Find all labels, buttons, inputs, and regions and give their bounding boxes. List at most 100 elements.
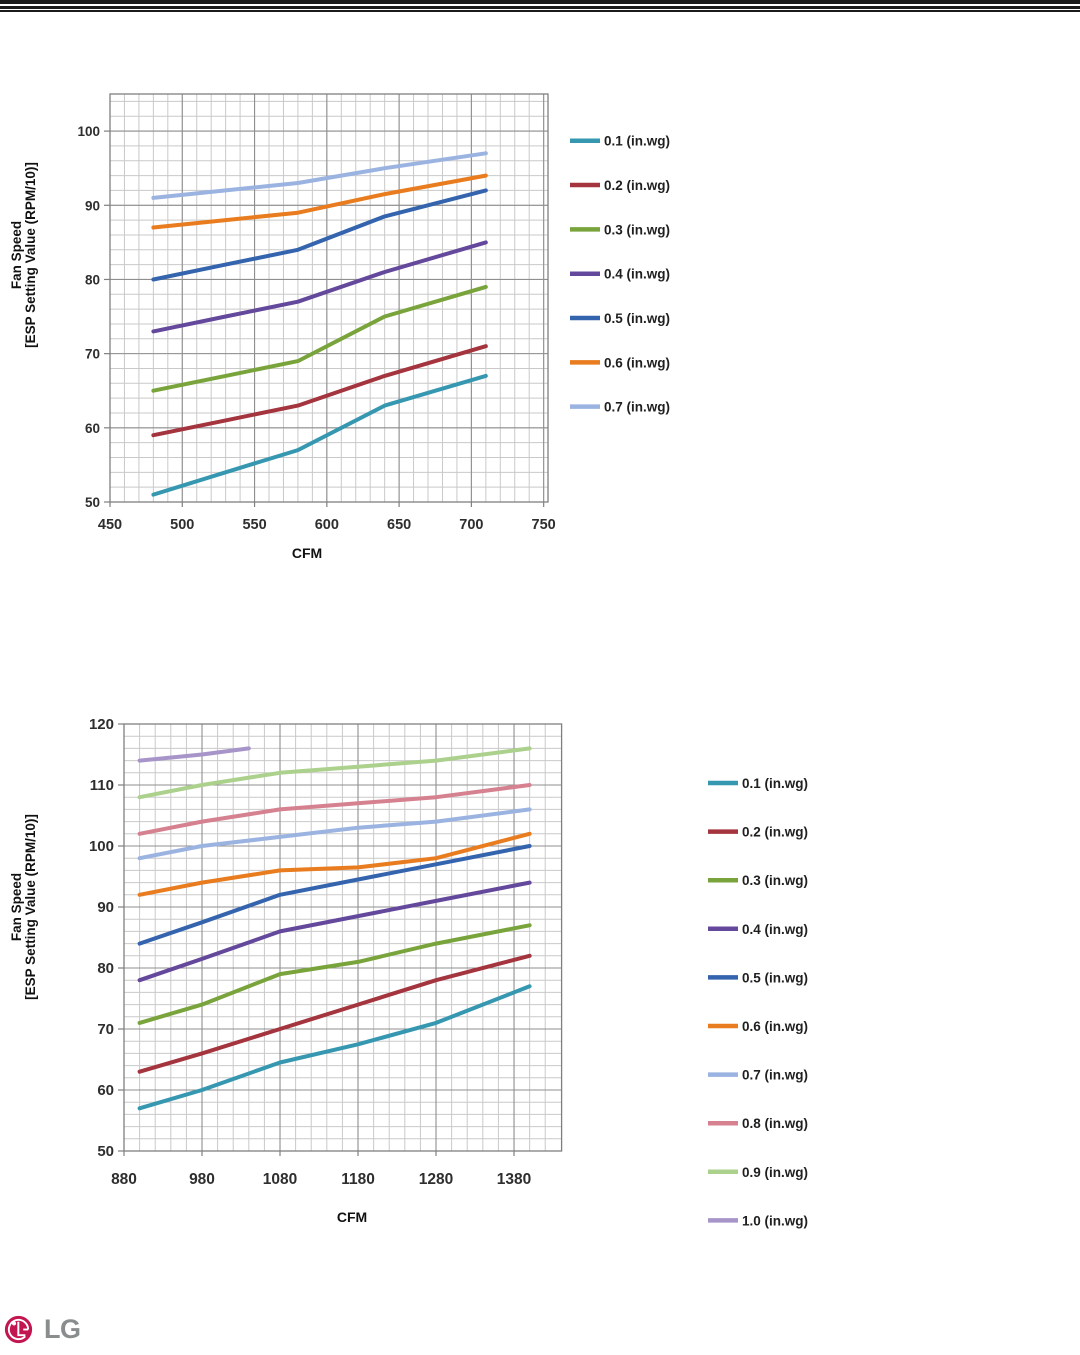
x-tick-label: 750 bbox=[532, 517, 556, 533]
series-line-0.5 bbox=[137, 844, 532, 946]
x-axis-title: CFM bbox=[337, 1209, 367, 1225]
top-rule-2 bbox=[0, 5, 1080, 9]
series-lines bbox=[137, 746, 532, 1111]
legend-item: 1.0 (in.wg) bbox=[708, 1213, 808, 1228]
series-line-0.2 bbox=[151, 344, 488, 438]
y-axis-title-line1: Fan Speed bbox=[9, 873, 24, 941]
x-axis-title: CFM bbox=[292, 545, 322, 561]
y-axis-title-line1: Fan Speed bbox=[9, 221, 24, 289]
plot-area bbox=[109, 93, 549, 503]
x-tick-label: 980 bbox=[189, 1171, 215, 1188]
y-axis-tick-labels: 50 60 70 80 90 100 bbox=[77, 124, 100, 510]
y-tick-label: 70 bbox=[85, 347, 100, 362]
x-axis-tick-labels: 450 500 550 600 650 700 750 bbox=[98, 517, 556, 533]
legend-label: 0.4 (in.wg) bbox=[742, 922, 808, 937]
series-line-0.7 bbox=[137, 807, 532, 861]
y-tick-label: 90 bbox=[85, 198, 100, 213]
x-tick-label: 700 bbox=[459, 517, 483, 533]
x-tick-label: 1080 bbox=[263, 1171, 297, 1188]
series-line-0.3 bbox=[151, 284, 488, 393]
legend-label: 0.8 (in.wg) bbox=[742, 1116, 808, 1131]
legend-label: 0.1 (in.wg) bbox=[604, 134, 670, 149]
y-tick-label: 80 bbox=[97, 960, 114, 977]
series-line-0.9 bbox=[137, 746, 532, 800]
legend-label: 0.2 (in.wg) bbox=[742, 825, 808, 840]
legend-label: 0.7 (in.wg) bbox=[742, 1068, 808, 1083]
series-line-0.4 bbox=[137, 880, 532, 983]
legend-label: 0.7 (in.wg) bbox=[604, 400, 670, 415]
legend: 0.1 (in.wg) 0.2 (in.wg) 0.3 (in.wg) 0.4 (in… bbox=[570, 134, 670, 415]
legend-label: 1.0 (in.wg) bbox=[742, 1213, 808, 1228]
legend-item: 0.5 (in.wg) bbox=[570, 311, 670, 326]
series-line-0.6 bbox=[137, 831, 532, 897]
y-tick-label: 50 bbox=[97, 1143, 114, 1160]
chart-2: 880 980 1080 1180 1280 1380 50 60 70 80 90 100 110 12… bbox=[9, 716, 808, 1228]
legend: 0.1 (in.wg) 0.2 (in.wg) 0.3 (in.wg) 0.4 (in… bbox=[708, 776, 808, 1228]
legend-label: 0.3 (in.wg) bbox=[742, 873, 808, 888]
y-axis-title-line2: [ESP Setting Value (RPM/10)] bbox=[23, 814, 38, 1000]
y-tick-label: 60 bbox=[97, 1082, 114, 1099]
legend-item: 0.7 (in.wg) bbox=[570, 400, 670, 415]
x-tick-label: 1380 bbox=[497, 1171, 531, 1188]
x-tick-label: 600 bbox=[315, 517, 339, 533]
legend-item: 0.2 (in.wg) bbox=[570, 178, 670, 193]
series-line-0.2 bbox=[137, 953, 532, 1074]
series-line-0.6 bbox=[151, 173, 488, 230]
y-tick-label: 60 bbox=[85, 421, 100, 436]
x-tick-label: 1280 bbox=[419, 1171, 453, 1188]
x-tick-label: 550 bbox=[242, 517, 266, 533]
legend-item: 0.3 (in.wg) bbox=[708, 873, 808, 888]
legend-label: 0.1 (in.wg) bbox=[742, 776, 808, 791]
series-line-0.3 bbox=[137, 923, 532, 1025]
x-tick-label: 1180 bbox=[341, 1171, 375, 1188]
legend-item: 0.3 (in.wg) bbox=[570, 222, 670, 237]
legend-item: 0.5 (in.wg) bbox=[708, 970, 808, 985]
series-line-0.1 bbox=[137, 984, 532, 1111]
series-line-1.0 bbox=[137, 746, 251, 763]
page-top-border bbox=[0, 0, 1080, 12]
lg-logo-text: LG bbox=[44, 1314, 81, 1344]
y-tick-label: 50 bbox=[85, 495, 100, 510]
lg-symbol-icon bbox=[4, 1315, 33, 1344]
series-line-0.8 bbox=[137, 783, 532, 836]
legend-item: 0.6 (in.wg) bbox=[570, 355, 670, 370]
x-tick-label: 450 bbox=[98, 517, 122, 533]
y-axis-tick-labels: 50 60 70 80 90 100 110 120 bbox=[89, 716, 114, 1160]
legend-item: 0.4 (in.wg) bbox=[570, 267, 670, 282]
legend-item: 0.7 (in.wg) bbox=[708, 1068, 808, 1083]
y-tick-label: 70 bbox=[97, 1021, 114, 1038]
legend-item: 0.8 (in.wg) bbox=[708, 1116, 808, 1131]
legend-label: 0.4 (in.wg) bbox=[604, 267, 670, 282]
legend-label: 0.2 (in.wg) bbox=[604, 178, 670, 193]
x-tick-label: 880 bbox=[111, 1171, 137, 1188]
series-line-0.1 bbox=[151, 373, 488, 497]
legend-item: 0.4 (in.wg) bbox=[708, 922, 808, 937]
legend-label: 0.9 (in.wg) bbox=[742, 1165, 808, 1180]
y-tick-label: 110 bbox=[90, 777, 114, 794]
legend-item: 0.2 (in.wg) bbox=[708, 825, 808, 840]
legend-item: 0.6 (in.wg) bbox=[708, 1019, 808, 1034]
plot-area bbox=[123, 723, 563, 1152]
legend-item: 0.1 (in.wg) bbox=[570, 134, 670, 149]
y-axis-title-line2: [ESP Setting Value (RPM/10)] bbox=[23, 162, 38, 348]
top-rule-3 bbox=[0, 10, 1080, 12]
series-line-0.7 bbox=[151, 151, 488, 200]
tick-marks bbox=[104, 130, 545, 507]
tick-marks bbox=[118, 723, 515, 1156]
x-tick-label: 650 bbox=[387, 517, 411, 533]
chart-1: 450 500 550 600 650 700 750 50 60 70 80 90 100 0.1 (i… bbox=[9, 93, 670, 561]
legend-item: 0.1 (in.wg) bbox=[708, 776, 808, 791]
legend-item: 0.9 (in.wg) bbox=[708, 1165, 808, 1180]
series-line-0.4 bbox=[151, 240, 488, 334]
legend-label: 0.6 (in.wg) bbox=[742, 1019, 808, 1034]
x-axis-tick-labels: 880 980 1080 1180 1280 1380 bbox=[111, 1171, 531, 1188]
y-tick-label: 100 bbox=[77, 124, 100, 139]
y-tick-label: 90 bbox=[97, 899, 114, 916]
y-tick-label: 120 bbox=[89, 716, 114, 733]
legend-label: 0.6 (in.wg) bbox=[604, 355, 670, 370]
y-tick-label: 80 bbox=[85, 272, 100, 287]
x-tick-label: 500 bbox=[170, 517, 194, 533]
series-line-0.5 bbox=[151, 188, 488, 282]
